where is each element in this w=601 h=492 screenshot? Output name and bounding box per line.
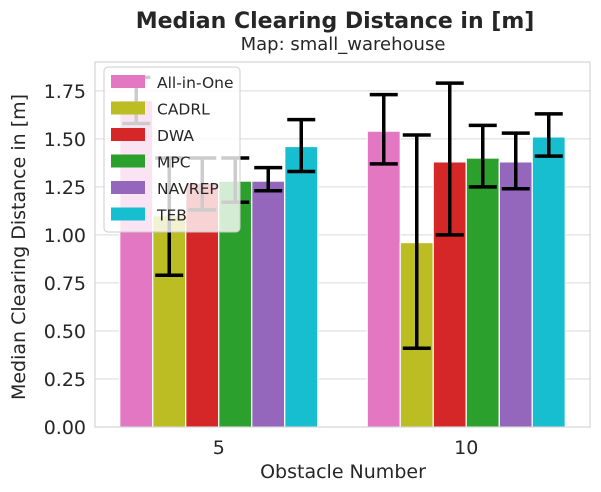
chart-subtitle: Map: small_warehouse xyxy=(241,34,446,55)
legend-label: NAVREP xyxy=(157,180,219,198)
legend-swatch xyxy=(111,101,145,115)
y-tick-label: 1.00 xyxy=(44,225,86,247)
legend-label: TEB xyxy=(156,207,187,225)
y-tick-label: 0.75 xyxy=(44,273,86,295)
axes xyxy=(94,61,591,428)
y-tick-label: 0.50 xyxy=(44,321,86,343)
legend-swatch xyxy=(111,128,145,141)
bar xyxy=(531,136,566,428)
legend-label: DWA xyxy=(157,127,194,145)
y-axis-label: Median Clearing Distance in [m] xyxy=(8,94,30,400)
x-tick-label: 10 xyxy=(454,437,478,459)
legend: All-in-One CADRL DWA MPC NAVREP TEB xyxy=(103,66,241,233)
plot-frame xyxy=(94,61,591,428)
legend-swatch xyxy=(111,181,145,194)
legend-label: CADRL xyxy=(157,101,210,119)
legend-swatch xyxy=(111,75,145,88)
legend-label: MPC xyxy=(157,154,191,172)
y-tick-labels: 0.00 0.25 0.50 0.75 1.00 1.25 1.50 1.75 xyxy=(44,81,86,439)
bar xyxy=(498,161,533,428)
y-tick-label: 1.75 xyxy=(44,81,86,103)
bar xyxy=(366,130,401,428)
bar xyxy=(251,180,286,428)
legend-swatch xyxy=(111,154,145,168)
bar xyxy=(284,145,319,428)
y-tick-label: 1.25 xyxy=(44,177,86,199)
legend-label: All-in-One xyxy=(157,74,234,92)
x-tick-labels: 5 10 xyxy=(213,437,479,459)
y-tick-label: 1.50 xyxy=(44,129,86,151)
bar xyxy=(465,157,500,428)
chart-title: Median Clearing Distance in [m] xyxy=(136,9,535,34)
legend-swatch xyxy=(111,207,145,221)
y-tick-label: 0.00 xyxy=(44,417,86,439)
x-axis-label: Obstacle Number xyxy=(260,461,426,483)
x-tick-label: 5 xyxy=(213,437,225,459)
y-tick-label: 0.25 xyxy=(44,369,86,391)
